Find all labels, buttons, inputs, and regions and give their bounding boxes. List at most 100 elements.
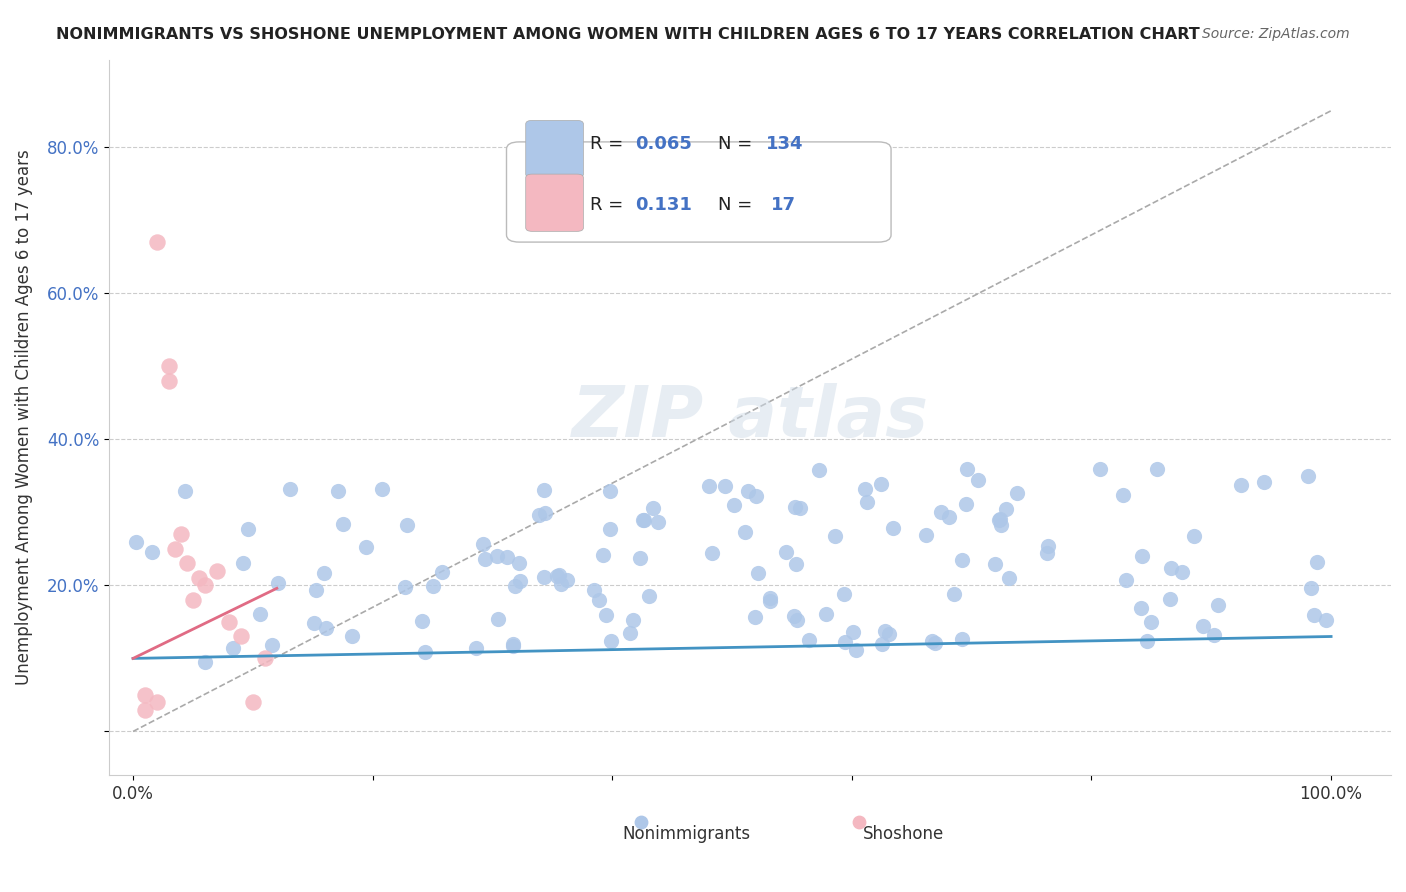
Point: [181, 593, 204, 607]
Point: [134, 702, 156, 716]
Point: [931, 505, 953, 519]
Point: [1306, 555, 1329, 569]
Point: [824, 528, 846, 542]
Point: [873, 624, 896, 639]
Point: [174, 483, 197, 498]
Point: [853, 482, 876, 496]
Point: [786, 613, 808, 627]
Point: [785, 558, 807, 572]
Point: [422, 579, 444, 593]
Point: [845, 642, 868, 657]
Point: [1130, 549, 1153, 563]
Point: [547, 568, 569, 582]
Point: [723, 498, 745, 512]
FancyBboxPatch shape: [506, 142, 891, 242]
Point: [302, 616, 325, 631]
Text: ZIP atlas: ZIP atlas: [571, 383, 928, 452]
Point: [841, 624, 863, 639]
Point: [995, 501, 1018, 516]
Point: [938, 510, 960, 524]
Point: [176, 557, 198, 571]
Point: [1253, 475, 1275, 489]
Point: [799, 633, 821, 648]
Point: [870, 637, 893, 651]
Point: [411, 614, 433, 628]
Point: [340, 629, 363, 643]
Point: [141, 545, 163, 559]
Point: [266, 576, 288, 591]
Point: [744, 610, 766, 624]
Point: [697, 479, 720, 493]
Point: [332, 516, 354, 531]
FancyBboxPatch shape: [526, 174, 583, 231]
Point: [229, 630, 252, 644]
Point: [998, 571, 1021, 585]
Point: [218, 615, 240, 629]
Point: [595, 608, 617, 623]
Point: [249, 607, 271, 621]
Point: [877, 627, 900, 641]
Point: [1206, 598, 1229, 612]
Point: [1139, 615, 1161, 629]
Point: [502, 637, 524, 651]
Point: [222, 640, 245, 655]
Point: [1302, 607, 1324, 622]
Point: [242, 695, 264, 709]
Point: [1088, 461, 1111, 475]
Point: [1112, 488, 1135, 502]
Point: [188, 571, 211, 585]
Point: [502, 640, 524, 654]
Point: [395, 518, 418, 533]
Point: [807, 463, 830, 477]
Point: [486, 549, 509, 563]
Text: NONIMMIGRANTS VS SHOSHONE UNEMPLOYMENT AMONG WOMEN WITH CHILDREN AGES 6 TO 17 YE: NONIMMIGRANTS VS SHOSHONE UNEMPLOYMENT A…: [56, 27, 1199, 42]
Text: 0.065: 0.065: [634, 135, 692, 153]
Y-axis label: Unemployment Among Women with Children Ages 6 to 17 years: Unemployment Among Women with Children A…: [15, 150, 32, 685]
Point: [496, 549, 519, 564]
Point: [1035, 546, 1057, 560]
Point: [599, 484, 621, 499]
Point: [533, 570, 555, 584]
Point: [146, 695, 169, 709]
Point: [474, 552, 496, 566]
Point: [950, 632, 973, 646]
Point: [236, 522, 259, 536]
Point: [631, 513, 654, 527]
Point: [783, 500, 806, 514]
Point: [924, 636, 946, 650]
Point: [588, 593, 610, 607]
Point: [1136, 634, 1159, 648]
Point: [628, 550, 651, 565]
Point: [315, 621, 337, 635]
Point: [1159, 591, 1181, 606]
Point: [583, 583, 606, 598]
Point: [987, 512, 1010, 526]
Point: [157, 374, 180, 388]
Point: [278, 482, 301, 496]
Point: [260, 638, 283, 652]
Point: [950, 553, 973, 567]
Point: [621, 613, 644, 627]
Point: [157, 359, 180, 374]
Point: [834, 635, 856, 649]
Point: [1036, 539, 1059, 553]
Point: [232, 556, 254, 570]
Point: [430, 565, 453, 579]
Point: [641, 501, 664, 516]
Point: [921, 633, 943, 648]
Point: [125, 535, 148, 549]
Point: [592, 548, 614, 562]
Point: [1230, 478, 1253, 492]
Point: [394, 580, 416, 594]
Point: [988, 512, 1011, 526]
Point: [856, 495, 879, 509]
Point: [745, 489, 768, 503]
Text: R =: R =: [591, 135, 628, 153]
Point: [194, 578, 217, 592]
Point: [647, 515, 669, 529]
Point: [734, 525, 756, 540]
Point: [619, 772, 641, 786]
Point: [1115, 574, 1137, 588]
Point: [527, 508, 550, 522]
Point: [326, 483, 349, 498]
